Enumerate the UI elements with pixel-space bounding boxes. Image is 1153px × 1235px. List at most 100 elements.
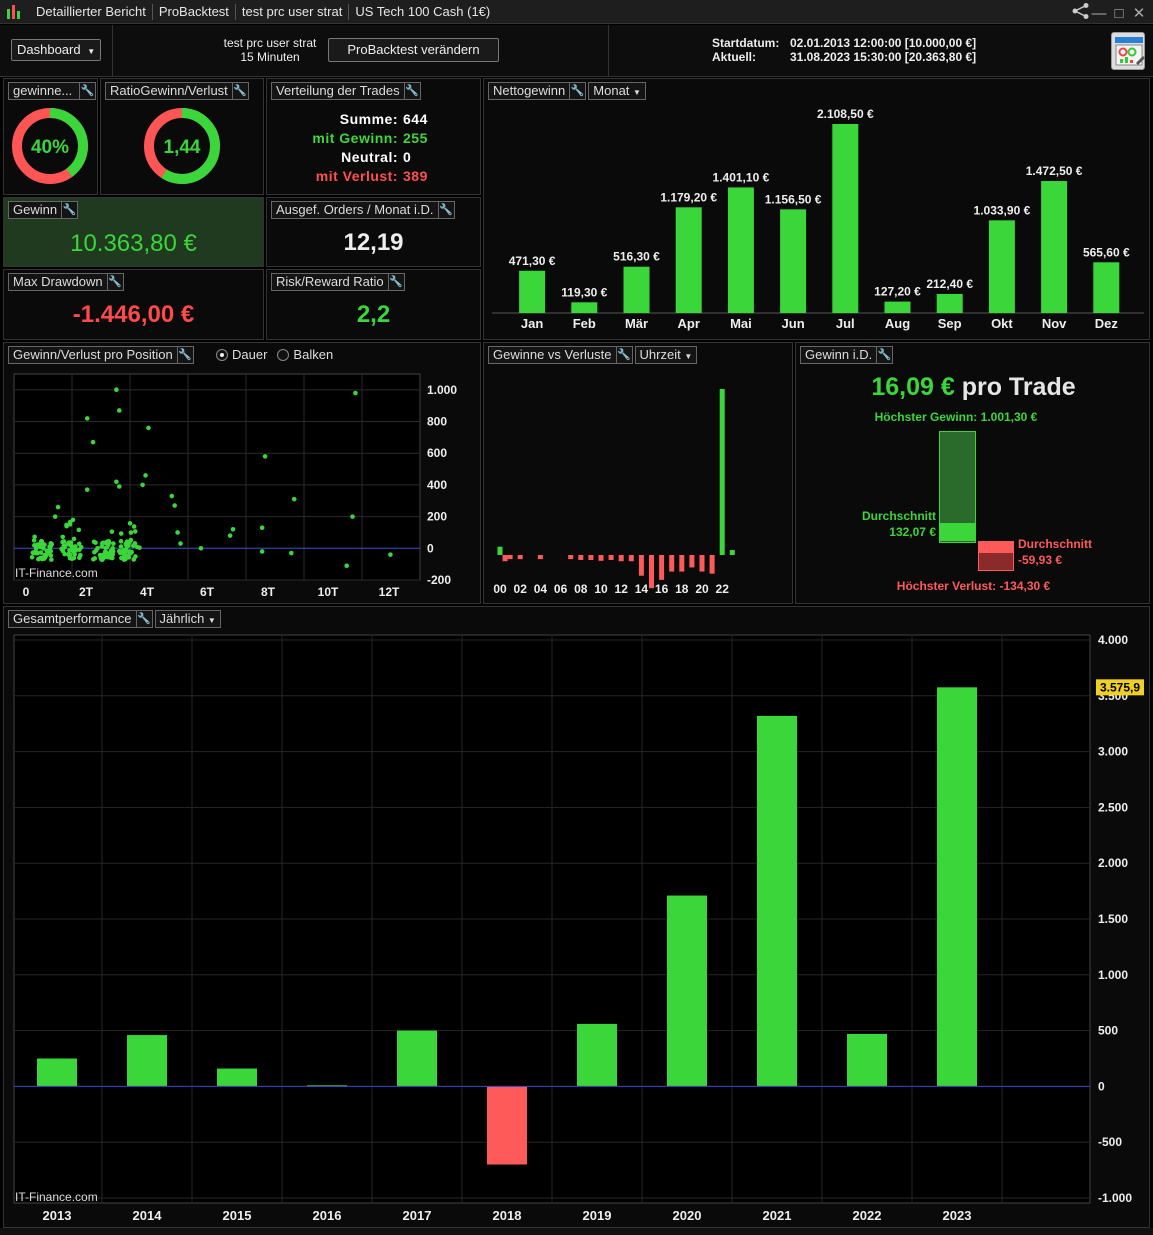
- monthly-bar: [1041, 181, 1068, 313]
- title-segment-probacktest: ProBacktest: [153, 3, 236, 20]
- scatter-point: [67, 522, 73, 527]
- hourly-loss-bar: [578, 555, 584, 560]
- radio-duration[interactable]: Dauer: [216, 347, 267, 362]
- scatter-point: [118, 544, 124, 549]
- wrench-icon[interactable]: 🔧: [570, 82, 587, 100]
- wrench-icon[interactable]: 🔧: [107, 273, 124, 291]
- distribution-row: mit Verlust: 389: [267, 167, 480, 186]
- scatter-plot-area: [13, 373, 421, 581]
- yearly-x-tick-label: 2022: [853, 1208, 882, 1223]
- yearly-x-tick-label: 2014: [133, 1208, 163, 1223]
- scatter-point: [262, 454, 268, 459]
- scatter-point: [103, 549, 109, 555]
- win-rate-donut: 40%: [12, 108, 88, 184]
- hourly-x-tick-label: 22: [716, 582, 730, 596]
- scatter-point: [48, 548, 53, 554]
- panel-title: Ausgef. Orders / Monat i.D.: [271, 201, 439, 219]
- wrench-icon[interactable]: 🔧: [80, 82, 96, 100]
- panel-gains-vs-losses: Gewinne vs Verluste 🔧 Uhrzeit ▼ 00 02 04 06…: [483, 342, 793, 604]
- panel-orders-per-month: Ausgef. Orders / Monat i.D. 🔧 12,19: [266, 197, 481, 267]
- wrench-icon[interactable]: 🔧: [62, 201, 79, 219]
- modify-backtest-button[interactable]: ProBacktest verändern: [328, 38, 499, 62]
- scatter-point: [59, 546, 64, 552]
- yearly-x-tick-label: 2021: [763, 1208, 792, 1223]
- scatter-point: [259, 525, 265, 531]
- scatter-point: [123, 541, 129, 547]
- hourly-loss-bar: [618, 555, 624, 562]
- minimize-icon[interactable]: —: [1091, 4, 1107, 22]
- period-dropdown[interactable]: Jährlich ▼: [154, 610, 221, 628]
- scatter-point: [71, 549, 76, 554]
- maximize-icon[interactable]: □: [1114, 4, 1124, 22]
- yearly-x-tick-label: 2020: [673, 1208, 702, 1223]
- distribution-list: Summe: 644 mit Gewinn: 255 Neutral: 0 mit V…: [267, 110, 480, 186]
- status-strip: [0, 1228, 1153, 1235]
- scatter-point: [259, 549, 265, 554]
- avg-loss-text: Durchschnitt -59,93 €: [1018, 536, 1092, 568]
- scatter-point: [62, 551, 68, 557]
- wrench-icon[interactable]: 🔧: [232, 82, 249, 100]
- scatter-point: [133, 554, 138, 559]
- yearly-y-tick-label: 1.500: [1098, 912, 1128, 926]
- panel-title: Gewinn: [8, 201, 63, 219]
- panel-pnl-per-position: Gewinn/Verlust pro Position 🔧 Dauer Balk…: [3, 342, 481, 604]
- share-icon[interactable]: [1071, 2, 1089, 24]
- scatter-point: [128, 537, 134, 543]
- distribution-row: mit Gewinn: 255: [267, 129, 480, 148]
- monthly-category-label: Jun: [782, 316, 805, 331]
- radio-bars[interactable]: Balken: [277, 347, 333, 362]
- monthly-data-label: 212,40 €: [926, 277, 973, 291]
- scatter-point: [111, 541, 116, 546]
- period-dropdown[interactable]: Monat ▼: [588, 82, 646, 100]
- wrench-icon[interactable]: 🔧: [616, 346, 633, 364]
- hourly-loss-bar: [608, 555, 614, 560]
- scatter-point: [230, 526, 236, 532]
- distribution-row: Summe: 644: [267, 110, 480, 129]
- wrench-icon[interactable]: 🔧: [877, 346, 894, 364]
- report-settings-icon[interactable]: [1111, 32, 1145, 70]
- dropdown-label: Jährlich: [159, 611, 205, 626]
- hourly-x-tick-label: 04: [534, 582, 548, 596]
- wrench-icon[interactable]: 🔧: [438, 201, 455, 219]
- scatter-point: [344, 563, 349, 569]
- panel-monthly-net-profit: Nettogewinn 🔧 Monat ▼ 471,30 € Jan 119,30 …: [483, 78, 1150, 340]
- scatter-y-tick-label: -200: [427, 573, 451, 587]
- scatter-x-tick-label: 6T: [200, 585, 215, 599]
- scatter-point: [118, 531, 124, 536]
- scatter-point: [110, 545, 115, 551]
- yearly-y-tick-label: -1.000: [1098, 1191, 1132, 1205]
- hourly-loss-bar: [502, 555, 508, 562]
- hourly-loss-bar: [709, 555, 715, 574]
- scatter-point: [91, 556, 96, 562]
- donut-win-arc: [12, 108, 88, 184]
- wrench-icon[interactable]: 🔧: [136, 610, 153, 628]
- scatter-point: [38, 539, 44, 544]
- yearly-bar: [937, 687, 977, 1087]
- risk-reward-value: 2,2: [356, 301, 391, 328]
- monthly-category-label: Sep: [938, 316, 962, 331]
- hourly-loss-bar: [679, 555, 685, 572]
- hourly-x-tick-label: 20: [695, 582, 709, 596]
- period-dropdown[interactable]: Uhrzeit ▼: [634, 346, 698, 364]
- panel-title: Gesamtperformance: [8, 610, 137, 628]
- distribution-label: mit Verlust:: [315, 168, 398, 184]
- wrench-icon[interactable]: 🔧: [388, 273, 405, 291]
- wrench-icon[interactable]: 🔧: [177, 346, 194, 364]
- yearly-x-tick-label: 2015: [223, 1208, 252, 1223]
- monthly-bar: [988, 220, 1015, 313]
- hourly-gain-bar: [497, 546, 503, 555]
- hourly-loss-bar: [659, 555, 665, 580]
- close-icon[interactable]: ✕: [1132, 5, 1146, 22]
- per-trade-line: 16,09 € pro Trade: [796, 373, 1149, 402]
- scatter-y-tick-label: 800: [427, 415, 447, 429]
- scatter-point: [169, 493, 175, 499]
- scatter-point: [140, 482, 145, 488]
- avg-gain-label: Durchschnitt: [861, 509, 936, 523]
- monthly-bar: [727, 187, 754, 313]
- scatter-mode-options: Dauer Balken: [216, 347, 333, 362]
- dashboard-dropdown[interactable]: Dashboard ▼: [11, 39, 101, 61]
- scatter-point: [47, 544, 52, 549]
- wrench-icon[interactable]: 🔧: [404, 82, 421, 100]
- scatter-y-tick-label: 200: [427, 510, 447, 524]
- yearly-x-tick-label: 2017: [403, 1208, 432, 1223]
